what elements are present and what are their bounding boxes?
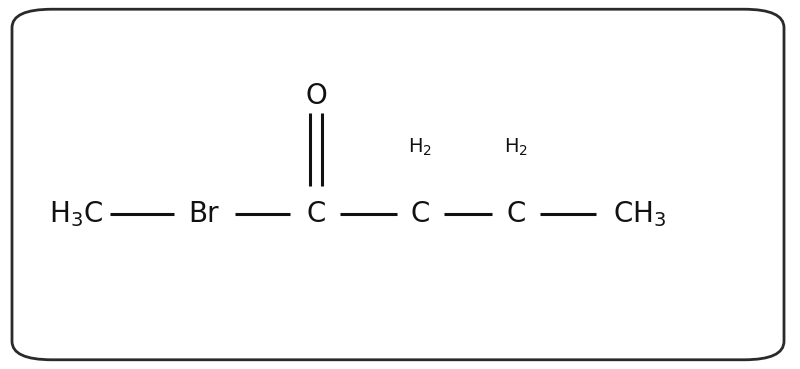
Text: H$_2$: H$_2$ bbox=[408, 137, 432, 158]
Text: H$_2$: H$_2$ bbox=[504, 137, 528, 158]
Text: Br: Br bbox=[189, 200, 219, 228]
FancyBboxPatch shape bbox=[12, 9, 784, 360]
Text: C: C bbox=[410, 200, 430, 228]
Text: C: C bbox=[306, 200, 326, 228]
Text: CH$_3$: CH$_3$ bbox=[614, 199, 666, 229]
Text: H$_3$C: H$_3$C bbox=[49, 199, 103, 229]
Text: C: C bbox=[506, 200, 526, 228]
Text: O: O bbox=[305, 82, 327, 110]
